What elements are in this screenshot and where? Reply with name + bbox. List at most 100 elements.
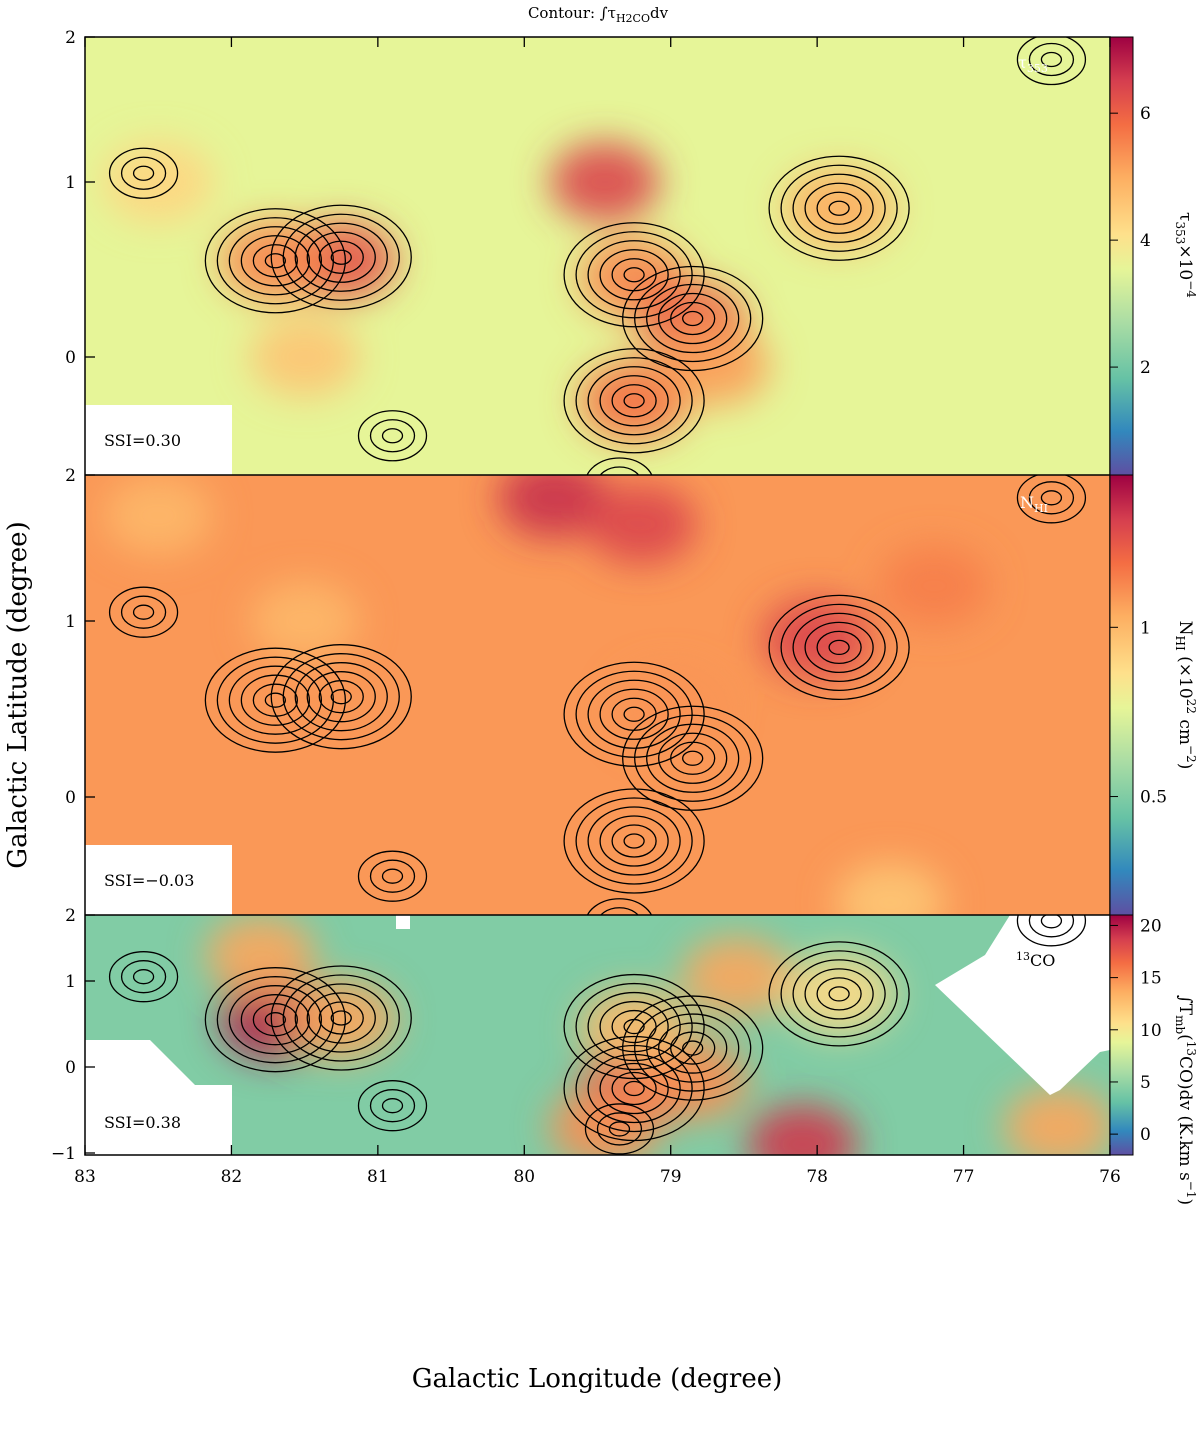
contour-0-5-4 — [780, 164, 898, 252]
contour-2-5-0 — [828, 986, 850, 1002]
contour-1-5-4 — [780, 603, 898, 692]
axis-ticks: 83 82 81 80 79 78 77 76 0 1 2 0 1 2 −1 0 1 2 — [51, 28, 1121, 1187]
x-tick-label-6: 77 — [953, 1167, 975, 1187]
heat-blob-0-6 — [659, 325, 770, 406]
contour-0-7-0 — [381, 428, 404, 444]
contour-2-5-4 — [780, 950, 898, 1038]
contour-0-9-0 — [1040, 51, 1063, 68]
contour-2-7-2 — [357, 1080, 428, 1132]
contour-2-2-5 — [563, 973, 705, 1080]
contour-2-4-2 — [658, 1022, 728, 1074]
contour-0-8-2 — [108, 147, 179, 199]
contour-0-3-3 — [587, 366, 681, 436]
contour-1-9-0 — [1040, 490, 1063, 506]
colorbar-tau353 — [1109, 36, 1134, 476]
heat-blob-0-7 — [784, 168, 895, 249]
ssi-box-tau353 — [85, 405, 232, 475]
contour-2-8-1 — [120, 960, 167, 994]
contour-1-7-0 — [381, 868, 404, 884]
contour-1-5-5 — [768, 594, 910, 701]
contour-2-4-5 — [622, 995, 764, 1101]
contour-2-7-1 — [369, 1089, 416, 1123]
contour-0-1-3 — [294, 222, 388, 292]
ssi-label-13co: SSI=0.38 — [104, 1113, 181, 1132]
y-tick-label-2-2: 1 — [65, 972, 76, 992]
contour-2-6-1 — [596, 1112, 643, 1146]
cb-tick-label-0-0: 2 — [1140, 358, 1151, 378]
contour-2-8-2 — [108, 951, 179, 1003]
heat-blob-1-5 — [249, 581, 360, 661]
heat-blob-1-1 — [586, 484, 697, 565]
heat-blob-2-10 — [784, 953, 895, 1034]
panel-tag-13co: 13CO — [1016, 950, 1055, 970]
x-tick-label-5: 78 — [806, 1167, 828, 1187]
contour-0-5-3 — [792, 173, 886, 243]
contour-2-5-1 — [816, 977, 862, 1011]
contour-0-3-5 — [563, 348, 705, 454]
contour-1-0-0 — [264, 692, 287, 708]
heat-blob-1-6 — [103, 475, 214, 556]
contour-2-1-2 — [306, 992, 376, 1044]
contour-0-4-3 — [646, 283, 740, 354]
cb-tick-label-1-0: 0.5 — [1140, 788, 1167, 808]
panel-13co: SSI=0.38 13CO — [85, 915, 1110, 1155]
colorbar-title-tau353: τ353×10−4 — [1173, 212, 1198, 298]
contour-2-4-3 — [646, 1013, 740, 1083]
contour-0-1-2 — [306, 231, 376, 283]
contour-2-4-1 — [670, 1031, 716, 1065]
contour-0-5-2 — [804, 182, 874, 234]
contour-2-1-3 — [294, 983, 388, 1053]
heat-blob-2-7 — [747, 1104, 858, 1155]
contour-1-2-0 — [623, 706, 645, 722]
blank-region-top — [396, 915, 410, 929]
contour-0-3-2 — [599, 375, 669, 427]
contour-2-2-2 — [599, 1000, 669, 1053]
contour-1-1-1 — [318, 680, 364, 714]
cb-tick-label-0-1: 4 — [1140, 231, 1151, 251]
colorbar-nhi — [1109, 474, 1134, 916]
contour-1-9-2 — [1016, 475, 1087, 524]
contour-2-0-3 — [228, 985, 323, 1055]
contour-1-0-1 — [252, 683, 299, 717]
ssi-box-nhi — [85, 845, 232, 915]
contour-2-9-2 — [1016, 915, 1087, 947]
y-axis-title: Galactic Latitude (degree) — [3, 521, 33, 868]
contour-2-4-4 — [634, 1004, 752, 1092]
contour-0-6-2 — [586, 457, 653, 475]
heat-blob-2-2 — [205, 915, 316, 996]
contour-0-2-2 — [599, 249, 669, 301]
y-tick-label-0-1: 1 — [65, 173, 76, 193]
contour-0-4-5 — [622, 265, 764, 372]
contour-0-9-1 — [1028, 42, 1075, 77]
contour-2-0-2 — [240, 994, 311, 1046]
contour-0-1-4 — [282, 213, 400, 301]
ssi-label-nhi: SSI=−0.03 — [104, 871, 194, 890]
y-tick-label-2-0: −1 — [51, 1144, 76, 1164]
panel-tau353-heatmap — [103, 142, 895, 441]
contour-1-5-3 — [792, 612, 886, 683]
cb-tick-label-0-2: 6 — [1140, 104, 1151, 124]
contour-1-2-5 — [563, 661, 705, 767]
contour-0-0-5 — [204, 208, 347, 314]
contour-1-1-2 — [306, 671, 376, 723]
contour-2-5-5 — [768, 941, 910, 1047]
contour-2-1-1 — [318, 1001, 364, 1035]
ssi-box-13co — [85, 1085, 232, 1155]
contour-1-0-5 — [204, 647, 347, 753]
contour-2-5-3 — [792, 959, 886, 1029]
contour-1-5-1 — [816, 630, 862, 665]
contour-1-7-2 — [357, 850, 428, 902]
contour-2-1-0 — [330, 1010, 352, 1026]
contour-1-2-3 — [587, 679, 681, 749]
contour-0-4-1 — [670, 301, 716, 336]
contour-2-1-4 — [282, 974, 400, 1062]
contour-1-1-0 — [330, 689, 352, 705]
contour-2-0-4 — [216, 976, 335, 1064]
contour-1-8-2 — [108, 586, 179, 638]
contour-0-1-5 — [270, 204, 412, 310]
contour-1-3-2 — [599, 815, 669, 867]
contour-2-8-0 — [132, 969, 155, 985]
contour-1-4-5 — [622, 705, 764, 811]
